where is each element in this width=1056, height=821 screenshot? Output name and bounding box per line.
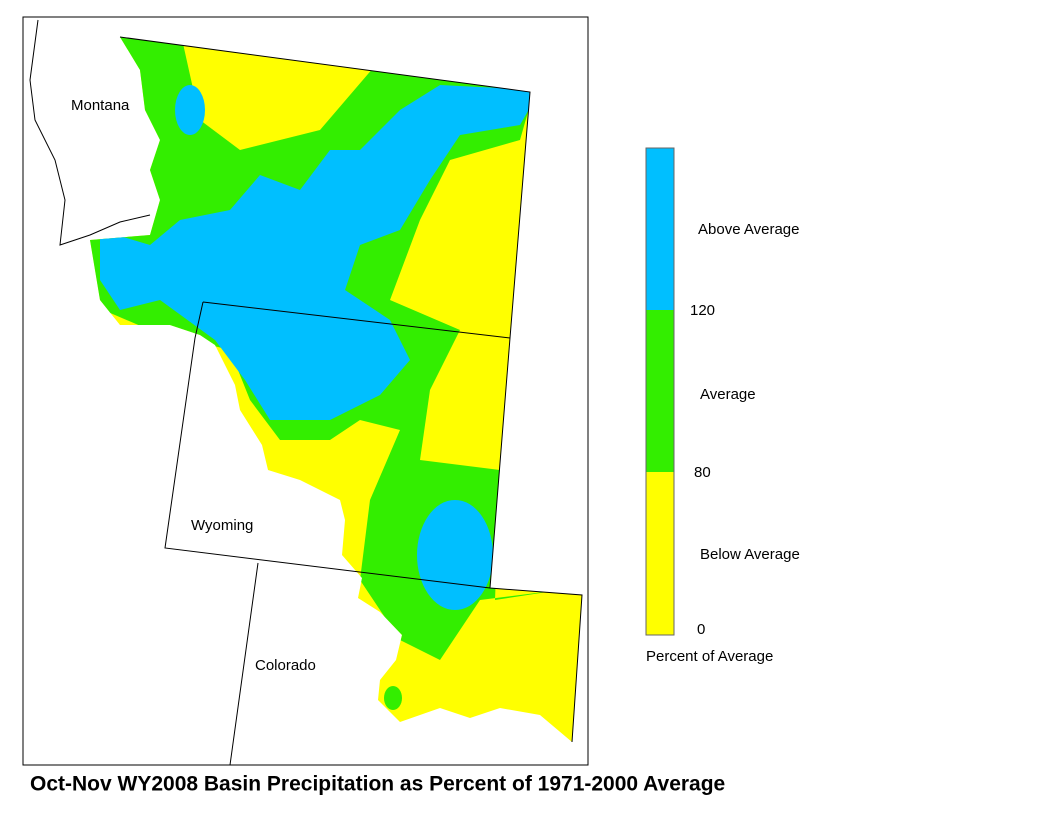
legend-label: Above Average bbox=[698, 221, 799, 238]
legend-label: Below Average bbox=[700, 546, 800, 563]
legend-break: 120 bbox=[690, 302, 715, 319]
map-frame bbox=[22, 16, 589, 766]
boundary bbox=[29, 19, 151, 246]
above-average-area bbox=[417, 500, 493, 610]
state-boundaries bbox=[29, 19, 583, 766]
legend-swatch bbox=[646, 472, 674, 635]
above-average-area bbox=[175, 85, 205, 135]
state-label: Wyoming bbox=[191, 517, 253, 534]
boundary bbox=[164, 301, 511, 766]
map-title: Oct-Nov WY2008 Basin Precipitation as Pe… bbox=[30, 773, 725, 796]
above-average-area bbox=[100, 85, 540, 420]
legend-swatch bbox=[646, 310, 674, 472]
boundary bbox=[119, 36, 583, 743]
state-label: Montana bbox=[71, 97, 130, 114]
state-label: Colorado bbox=[255, 657, 316, 674]
legend-break: 80 bbox=[694, 464, 711, 481]
legend: Above Average Average Below Average 120 … bbox=[645, 147, 800, 665]
legend-label: Average bbox=[700, 386, 756, 403]
legend-break: 0 bbox=[697, 621, 705, 638]
legend-border bbox=[645, 147, 675, 636]
legend-swatch bbox=[646, 148, 674, 310]
legend-title: Percent of Average bbox=[646, 648, 773, 665]
average-area bbox=[384, 686, 402, 710]
